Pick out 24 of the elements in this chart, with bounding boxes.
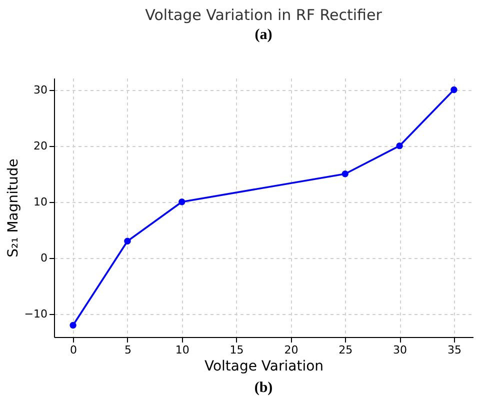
x-tick-label: 30 — [393, 344, 408, 356]
point — [396, 142, 403, 150]
point — [178, 198, 186, 206]
x-tick-label: 25 — [338, 344, 353, 356]
y-axis-title: S₂₁ Magnitude — [5, 158, 22, 258]
y-tick-label: −10 — [24, 308, 48, 321]
x-tick-label: 15 — [230, 344, 244, 356]
y-tick-label: 20 — [34, 139, 48, 152]
point — [70, 322, 76, 329]
point — [124, 238, 131, 244]
point — [342, 170, 348, 178]
x-tick-label: 20 — [284, 344, 298, 356]
x-tick-label: 0 — [70, 344, 78, 356]
text: (b) — [254, 380, 273, 396]
chart-title: Voltage Variation in RF Rectifier — [145, 6, 383, 24]
x-tick-label: 10 — [175, 344, 190, 356]
x-tick-label: 35 — [447, 344, 462, 356]
y-tick-label: 30 — [34, 83, 48, 96]
text: (a) — [254, 27, 272, 43]
y-tick-label: 10 — [34, 195, 48, 208]
point — [450, 86, 458, 94]
y-tick-label: 0 — [40, 251, 48, 264]
x-axis-title: Voltage Variation — [204, 358, 324, 374]
x-tick-label: 5 — [124, 344, 132, 356]
